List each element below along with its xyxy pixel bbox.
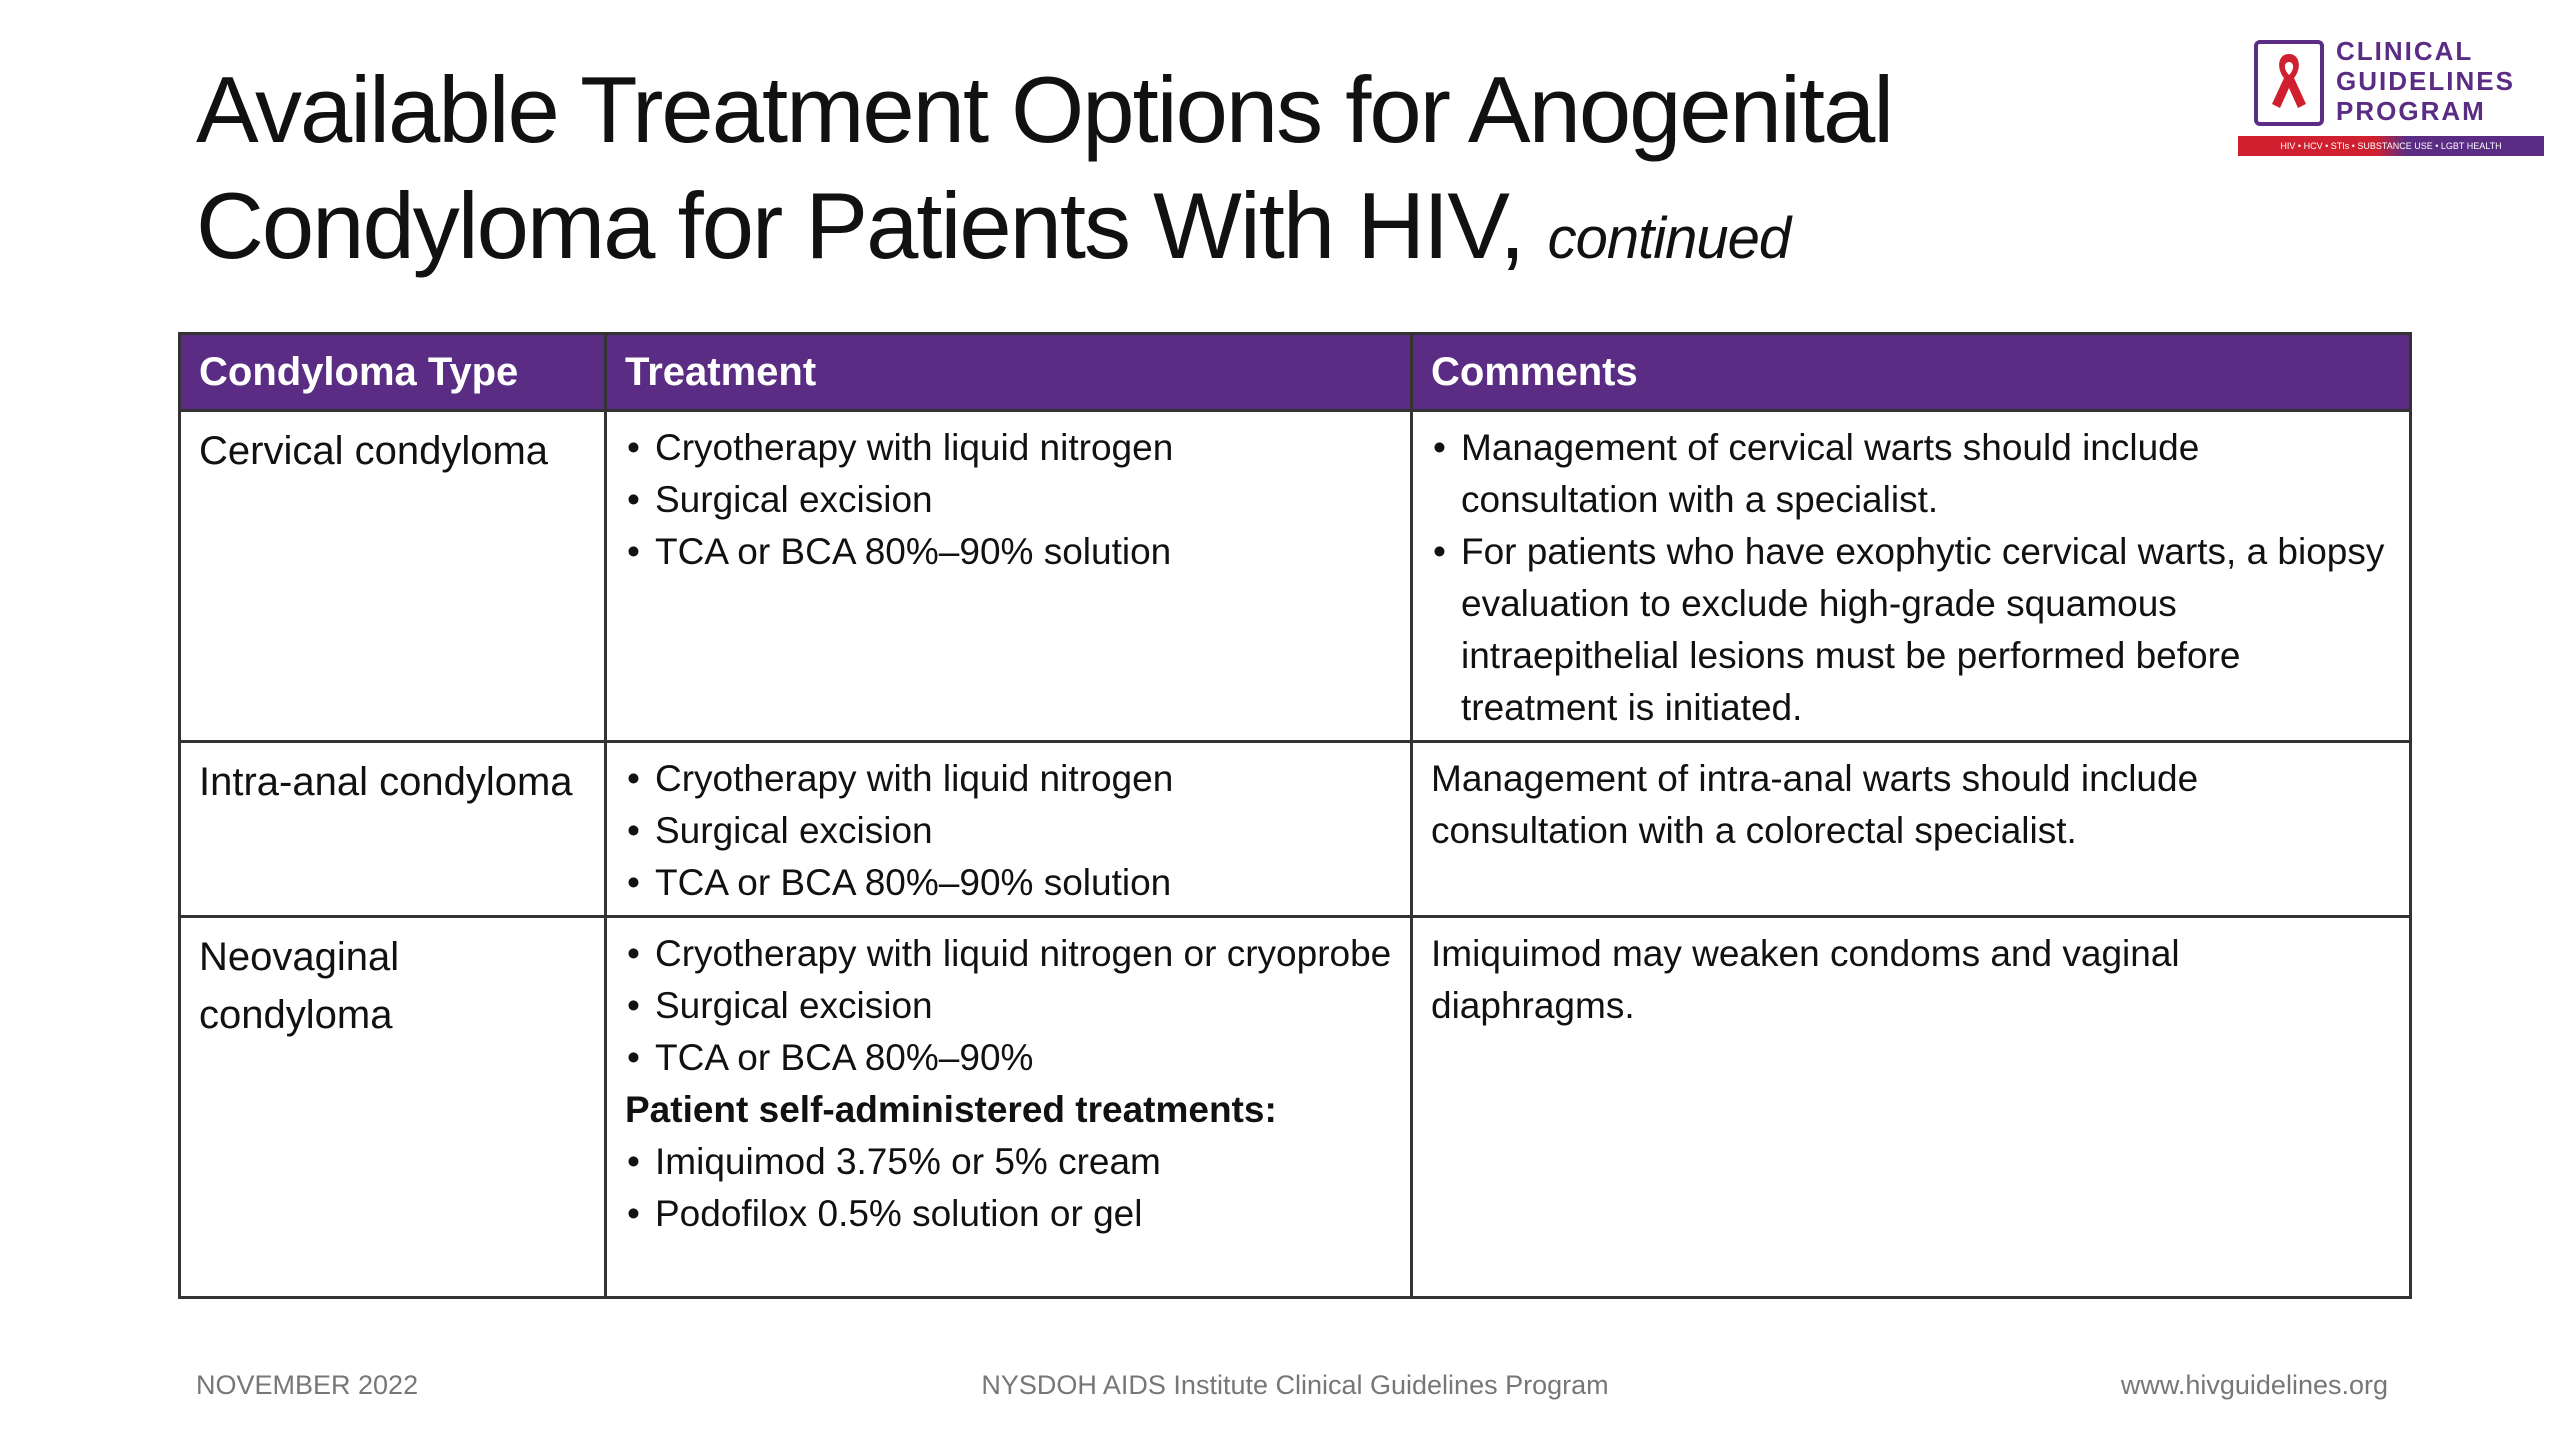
treatment-item: Surgical excision <box>625 474 1392 526</box>
treatment-item: TCA or BCA 80%–90% solution <box>625 526 1392 578</box>
treatment-item: Surgical excision <box>625 980 1392 1032</box>
condyloma-type: Neovaginal condyloma <box>178 915 607 1299</box>
comment-item: Management of cervical warts should incl… <box>1431 422 2391 526</box>
title-line: Available Treatment Options for Anogenit… <box>196 57 1894 162</box>
treatment-item: TCA or BCA 80%–90% <box>625 1032 1392 1084</box>
treatment-item: Cryotherapy with liquid nitrogen <box>625 753 1392 805</box>
column-header: Treatment <box>604 332 1413 412</box>
logo-text: CLINICAL GUIDELINES PROGRAM <box>2336 36 2515 126</box>
condyloma-type: Intra-anal condyloma <box>178 740 607 918</box>
column-header: Comments <box>1410 332 2412 412</box>
header-row: Condyloma Type Treatment Comments <box>178 332 2412 412</box>
treatment-item: Podofilox 0.5% solution or gel <box>625 1188 1392 1240</box>
treatment-item: Cryotherapy with liquid nitrogen or cryo… <box>625 928 1392 980</box>
comments-cell: Management of cervical warts should incl… <box>1410 409 2412 743</box>
treatment-cell: Cryotherapy with liquid nitrogen or cryo… <box>604 915 1413 1299</box>
ribbon <box>2272 54 2306 108</box>
comments-cell: Management of intra-anal warts should in… <box>1410 740 2412 918</box>
footer-url: www.hivguidelines.org <box>2120 1370 2388 1400</box>
treatment-cell: Cryotherapy with liquid nitrogen Surgica… <box>604 740 1413 918</box>
treatment-table: Condyloma Type Treatment Comments Cervic… <box>178 332 2412 1299</box>
treatment-cell: Cryotherapy with liquid nitrogen Surgica… <box>604 409 1413 743</box>
table-row: Neovaginal condyloma Cryotherapy with li… <box>178 915 2412 1299</box>
column-header: Condyloma Type <box>178 332 607 412</box>
comments-cell: Imiquimod may weaken condoms and vaginal… <box>1410 915 2412 1299</box>
logo: CLINICAL GUIDELINES PROGRAM HIV • HCV • … <box>2238 36 2544 158</box>
treatment-list: Cryotherapy with liquid nitrogen Surgica… <box>625 422 1392 578</box>
footer-center: NYSDOH AIDS Institute Clinical Guideline… <box>981 1370 1609 1400</box>
treatment-list: Cryotherapy with liquid nitrogen or cryo… <box>625 928 1392 1084</box>
table-row: Cervical condyloma Cryotherapy with liqu… <box>178 409 2412 743</box>
treatment-item: TCA or BCA 80%–90% solution <box>625 857 1392 909</box>
logo-line: CLINICAL <box>2336 36 2474 66</box>
table-row: Intra-anal condyloma Cryotherapy with li… <box>178 740 2412 918</box>
logo-line: PROGRAM <box>2336 96 2486 126</box>
treatment-item: Cryotherapy with liquid nitrogen <box>625 422 1392 474</box>
comments-list: Management of cervical warts should incl… <box>1431 422 2391 734</box>
subheading: Patient self-administered treatments: <box>625 1089 1277 1130</box>
treatment-item: Imiquimod 3.75% or 5% cream <box>625 1136 1392 1188</box>
logo-line: GUIDELINES <box>2336 66 2515 96</box>
logo-icon <box>2254 40 2324 126</box>
comment-item: For patients who have exophytic cervical… <box>1431 526 2391 734</box>
condyloma-type: Cervical condyloma <box>178 409 607 743</box>
self-admin-list: Imiquimod 3.75% or 5% cream Podofilox 0.… <box>625 1136 1392 1240</box>
footer-date: NOVEMBER 2022 <box>196 1370 419 1400</box>
treatment-list: Cryotherapy with liquid nitrogen Surgica… <box>625 753 1392 909</box>
title-text: Condyloma for Patients With HIV, <box>196 173 1525 278</box>
title-suffix: continued <box>1547 206 1792 271</box>
title-line: Condyloma for Patients With HIV, continu… <box>196 168 1892 297</box>
treatment-item: Surgical excision <box>625 805 1392 857</box>
title: Available Treatment Options for Anogenit… <box>196 52 1894 297</box>
logo-tagline: HIV • HCV • STIs • SUBSTANCE USE • LGBT … <box>2238 136 2544 156</box>
